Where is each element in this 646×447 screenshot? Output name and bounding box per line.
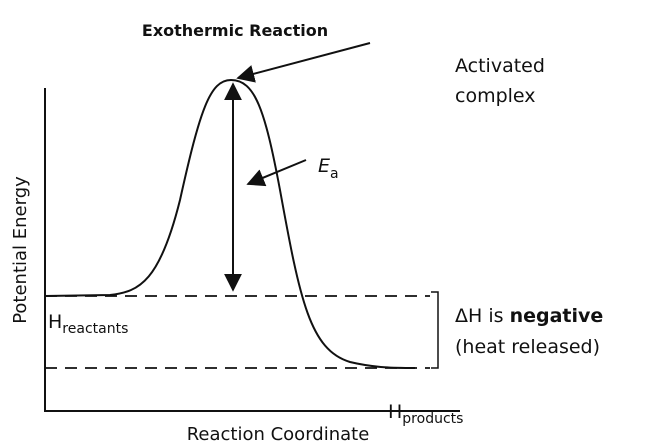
complex-line: complex [455, 85, 536, 107]
delta-h-lead: ΔH is [455, 305, 504, 327]
title: Exothermic Reaction [142, 21, 328, 40]
complex-label: complex [455, 85, 536, 107]
x-axis-label: Reaction Coordinate [187, 424, 370, 445]
products-label: Hproducts [388, 401, 463, 427]
energy-curve [44, 78, 416, 369]
reactants-subscript: reactants [62, 321, 128, 337]
ea-symbol: E [318, 155, 330, 177]
complex-label: Activated [455, 55, 545, 77]
ea-label: Ea [318, 155, 339, 182]
delta-h-bracket [431, 291, 439, 369]
complex-line: Activated [455, 55, 545, 77]
ea-pointer [246, 159, 307, 187]
y-axis-label: Potential Energy [10, 176, 31, 324]
ea-subscript: a [330, 166, 339, 182]
products-symbol: H [388, 401, 402, 423]
complex-arrow [236, 42, 371, 83]
reactants-label: Hreactants [48, 311, 128, 337]
products-subscript: products [402, 411, 463, 427]
reactants-symbol: H [48, 311, 62, 333]
delta-h-label: ΔH is negative [455, 305, 603, 327]
delta-h-note: (heat released) [455, 336, 600, 358]
delta-h-emphasis: negative [510, 305, 604, 327]
